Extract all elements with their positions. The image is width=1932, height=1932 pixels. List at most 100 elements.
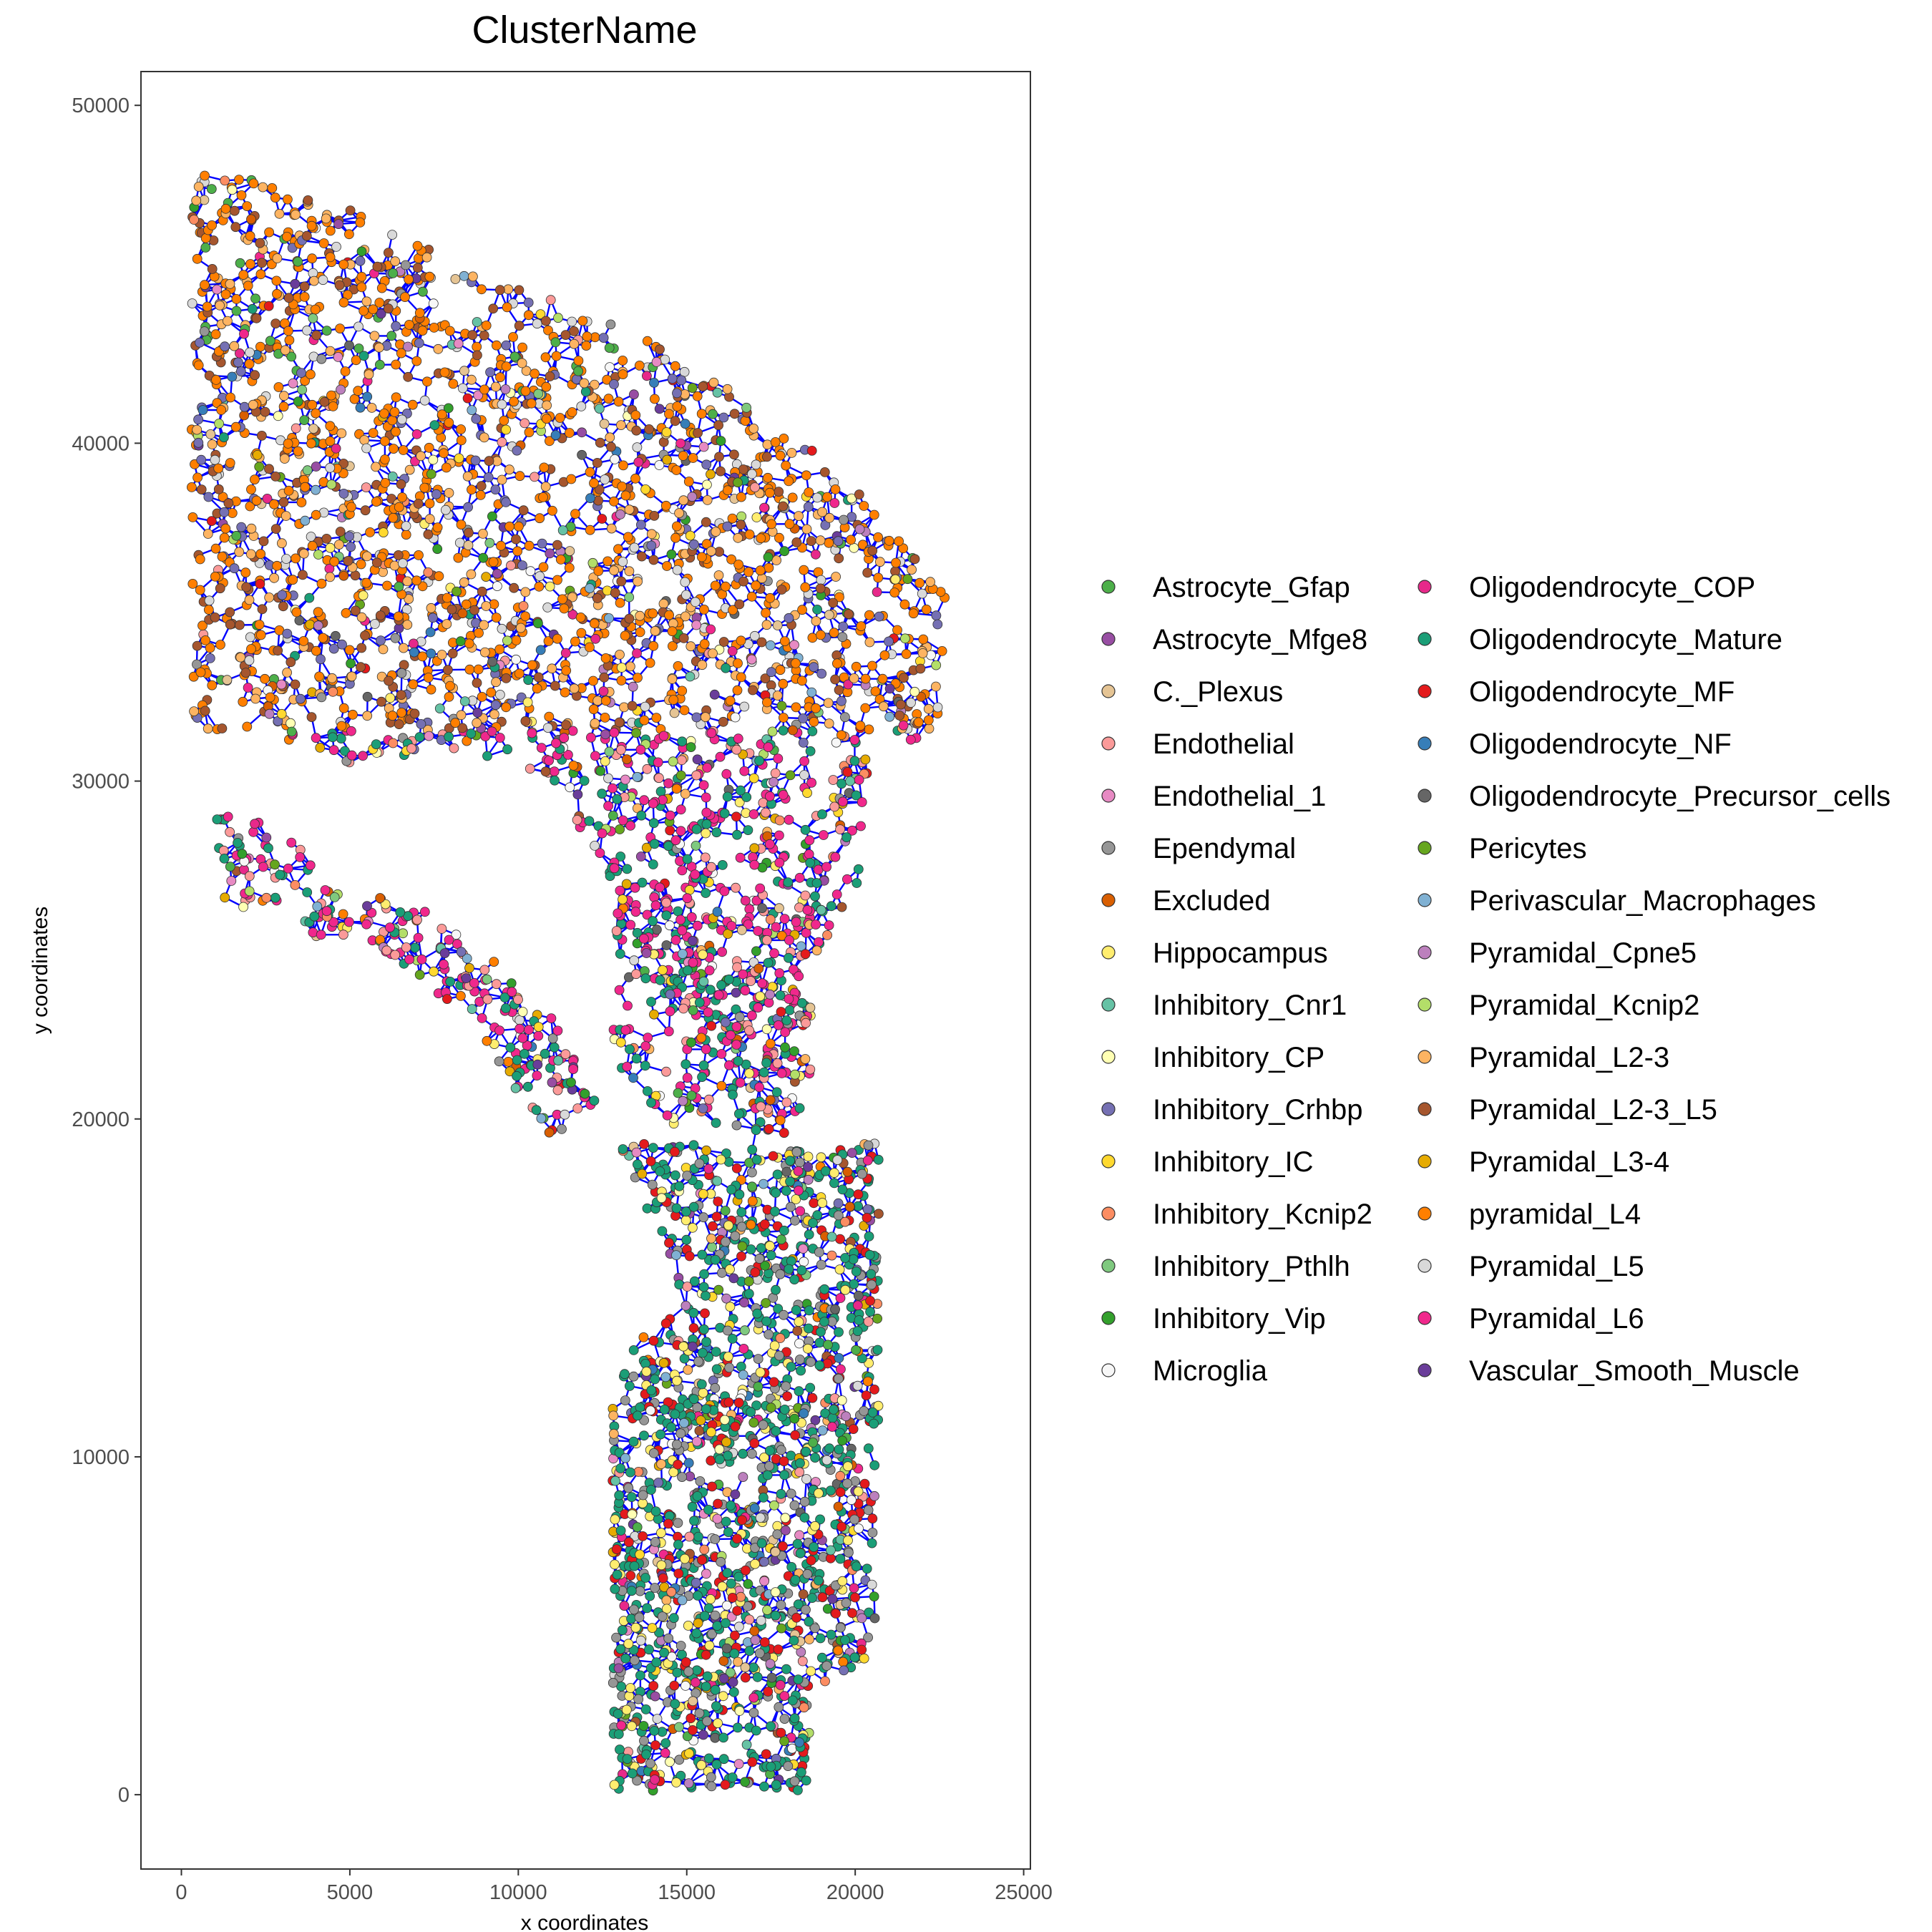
cell-point bbox=[899, 673, 909, 683]
cell-point bbox=[488, 557, 499, 567]
cell-point bbox=[326, 390, 336, 401]
cell-point bbox=[576, 628, 587, 638]
cell-point bbox=[860, 673, 871, 684]
cell-point bbox=[325, 225, 336, 236]
cell-point bbox=[675, 1641, 686, 1651]
cell-point bbox=[646, 997, 656, 1007]
cell-point bbox=[609, 379, 619, 389]
cell-point bbox=[318, 238, 329, 248]
cell-point bbox=[805, 1382, 816, 1393]
cell-point bbox=[755, 1367, 766, 1377]
cell-point bbox=[461, 973, 472, 983]
cell-point bbox=[750, 1635, 761, 1646]
cell-point bbox=[299, 281, 310, 292]
cell-point bbox=[722, 521, 733, 532]
cell-point bbox=[622, 1754, 633, 1765]
cell-point bbox=[857, 1644, 867, 1655]
cell-point bbox=[698, 1282, 709, 1292]
cell-point bbox=[398, 445, 409, 455]
cell-point bbox=[401, 530, 411, 540]
cell-point bbox=[329, 892, 340, 902]
legend-label: Oligodendrocyte_NF bbox=[1469, 728, 1732, 760]
cell-point bbox=[586, 732, 596, 743]
cell-point bbox=[635, 744, 646, 755]
cell-point bbox=[263, 843, 273, 854]
cell-point bbox=[767, 726, 778, 737]
cell-point bbox=[726, 1500, 736, 1511]
cell-point bbox=[795, 1458, 805, 1468]
cell-point bbox=[404, 464, 415, 475]
cell-point bbox=[691, 620, 702, 630]
cell-point bbox=[824, 537, 834, 548]
cell-point bbox=[847, 1148, 857, 1158]
cell-point bbox=[650, 1506, 661, 1517]
cell-point bbox=[675, 1428, 686, 1439]
cell-point bbox=[641, 948, 652, 958]
cell-point bbox=[665, 810, 675, 821]
cell-point bbox=[615, 1745, 625, 1755]
cell-point bbox=[602, 374, 613, 385]
cell-point bbox=[630, 1655, 640, 1666]
cell-point bbox=[555, 555, 566, 565]
cell-point bbox=[781, 1097, 792, 1108]
cell-point bbox=[297, 384, 308, 395]
cell-point bbox=[286, 351, 297, 362]
cell-point bbox=[746, 654, 757, 665]
cell-point bbox=[814, 937, 824, 947]
cell-point bbox=[210, 613, 220, 623]
cell-point bbox=[396, 348, 406, 358]
cell-point bbox=[406, 743, 416, 753]
cell-point bbox=[397, 492, 407, 502]
cell-point bbox=[677, 686, 688, 696]
cell-point bbox=[765, 1038, 776, 1049]
cell-point bbox=[684, 1748, 694, 1759]
cell-point bbox=[751, 946, 761, 957]
cell-point bbox=[732, 829, 742, 840]
cell-point bbox=[863, 1505, 874, 1516]
cell-point bbox=[852, 1300, 863, 1311]
cell-point bbox=[790, 1574, 801, 1585]
cell-point bbox=[501, 702, 512, 713]
cell-point bbox=[371, 497, 381, 507]
cell-point bbox=[580, 386, 591, 397]
cell-point bbox=[468, 271, 478, 282]
cell-point bbox=[864, 1249, 875, 1260]
y-tick-label: 10000 bbox=[72, 1446, 130, 1469]
cell-point bbox=[772, 1169, 783, 1180]
cell-point bbox=[795, 1206, 806, 1216]
cell-point bbox=[533, 1022, 544, 1032]
cell-point bbox=[867, 1407, 878, 1418]
cell-point bbox=[691, 1577, 701, 1588]
cell-point bbox=[338, 703, 349, 713]
cell-point bbox=[404, 319, 414, 330]
cell-point bbox=[257, 604, 268, 615]
cell-point bbox=[439, 448, 449, 459]
cell-point bbox=[282, 668, 293, 678]
cell-point bbox=[817, 1425, 828, 1435]
cell-point bbox=[650, 394, 660, 404]
cell-point bbox=[631, 425, 642, 436]
cell-point bbox=[569, 338, 580, 349]
cell-point bbox=[747, 1144, 758, 1155]
cell-point bbox=[550, 775, 560, 786]
cell-point bbox=[572, 1103, 583, 1113]
cell-point bbox=[778, 678, 789, 689]
cell-point bbox=[631, 1053, 642, 1064]
cell-point bbox=[664, 610, 674, 620]
cell-point bbox=[621, 879, 632, 889]
cell-point bbox=[257, 258, 267, 268]
cell-point bbox=[419, 482, 430, 493]
cell-point bbox=[797, 1656, 808, 1667]
cell-point bbox=[804, 1323, 814, 1334]
cell-point bbox=[717, 1581, 728, 1592]
cell-point bbox=[572, 789, 583, 800]
cell-point bbox=[412, 263, 423, 273]
cell-point bbox=[803, 1151, 814, 1162]
cell-point bbox=[841, 1598, 852, 1609]
cell-point bbox=[709, 689, 720, 700]
cell-point bbox=[751, 459, 761, 470]
cell-point bbox=[762, 697, 772, 708]
legend-key bbox=[1418, 1050, 1432, 1064]
cell-point bbox=[355, 402, 366, 413]
cell-point bbox=[867, 1579, 877, 1590]
